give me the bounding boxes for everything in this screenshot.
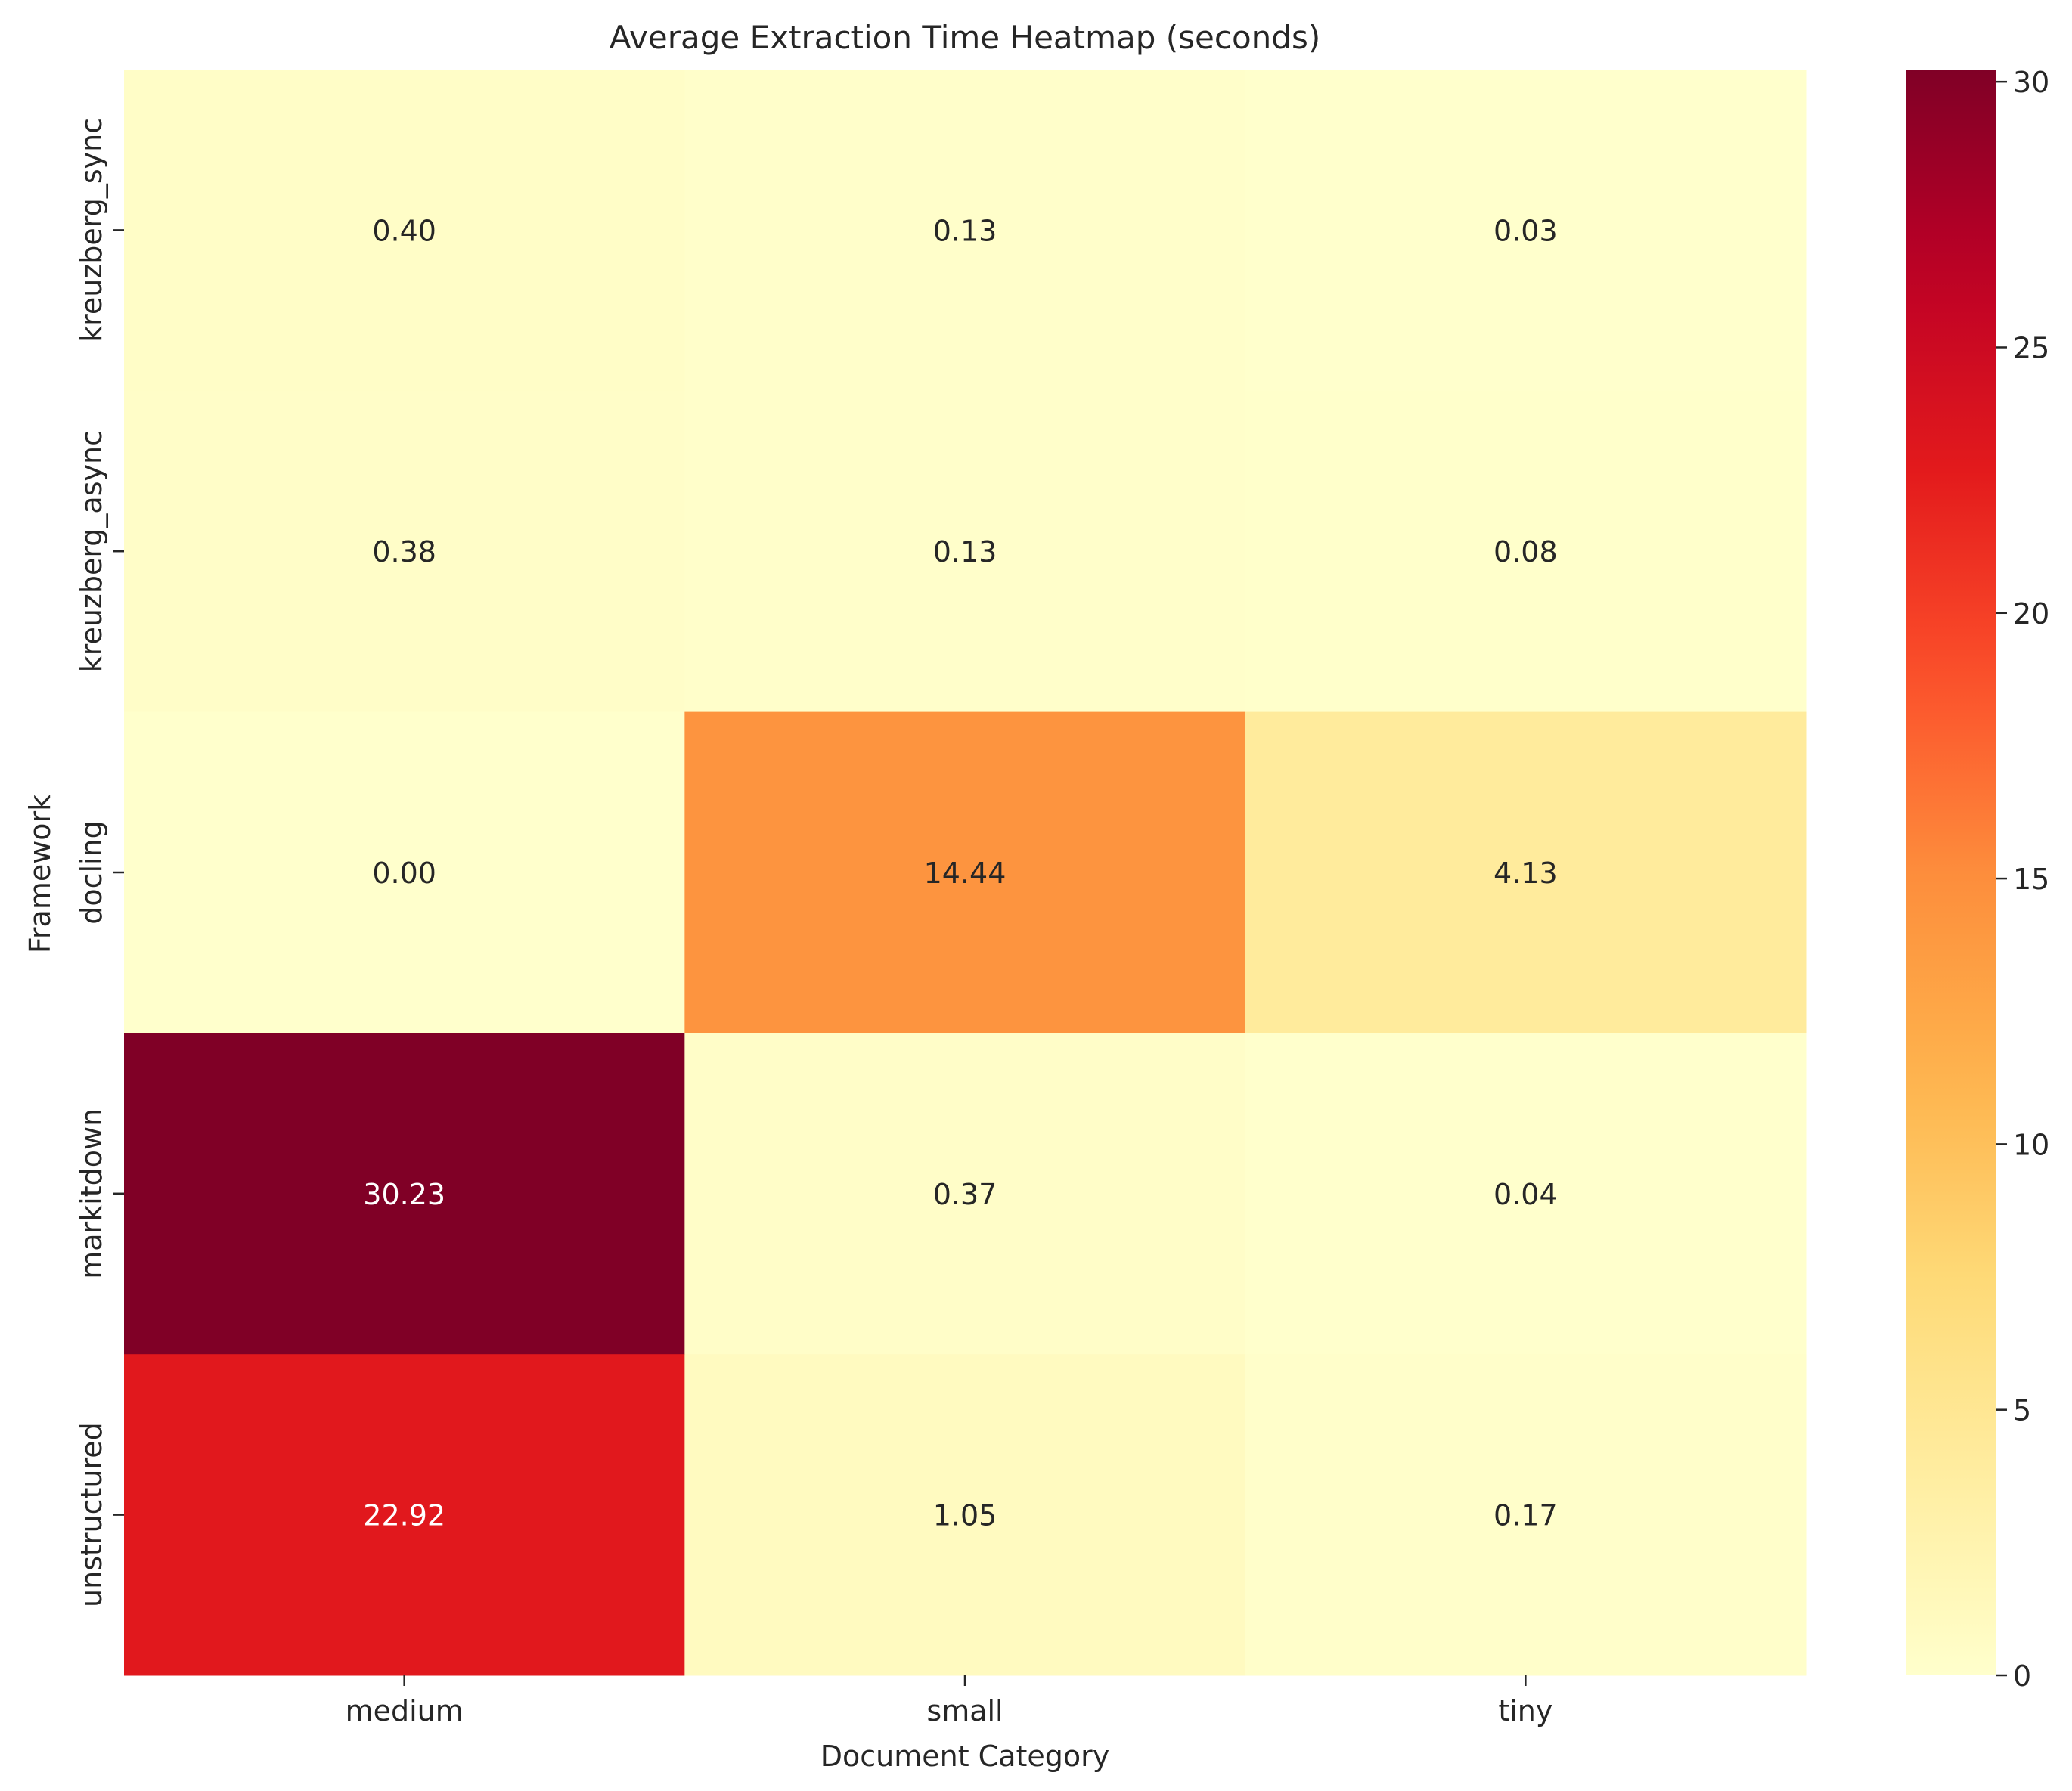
cell-value-label: 14.44 — [924, 857, 1007, 890]
heatmap-cell — [124, 70, 685, 392]
y-tick-label: docling — [75, 820, 108, 925]
chart-title: Average Extraction Time Heatmap (seconds… — [610, 19, 1320, 56]
heatmap-cell — [1245, 70, 1807, 392]
cell-value-label: 22.92 — [363, 1499, 445, 1532]
heatmap-cell — [684, 70, 1246, 392]
x-axis-label: Document Category — [820, 1740, 1110, 1773]
y-tick-label: kreuzberg_sync — [75, 118, 108, 342]
heatmap-cell — [1245, 711, 1807, 1033]
cell-value-label: 0.00 — [372, 857, 436, 890]
heatmap-cell — [684, 1354, 1246, 1676]
heatmap-cell — [684, 711, 1246, 1033]
cell-value-label: 0.03 — [1494, 214, 1558, 247]
colorbar-tick-label: 5 — [2013, 1394, 2031, 1427]
y-tick-label: kreuzberg_async — [75, 430, 108, 672]
cell-value-label: 4.13 — [1494, 857, 1558, 890]
y-tick-label: unstructured — [75, 1422, 108, 1607]
x-tick-label: tiny — [1498, 1694, 1552, 1727]
colorbar-ticks: 0 5 10 15 20 25 30 — [1996, 66, 2049, 1693]
x-tick-label: medium — [346, 1694, 464, 1727]
cell-value-label: 0.17 — [1494, 1499, 1558, 1532]
x-axis: medium small tiny — [346, 1675, 1552, 1727]
heatmap-cell — [124, 1033, 685, 1355]
heatmap-cell — [124, 1354, 685, 1676]
cell-value-labels: 0.40 0.13 0.03 0.38 0.13 0.08 0.00 14.44 4.13 30.… — [363, 214, 1557, 1532]
y-tick-label: markitdown — [75, 1108, 108, 1279]
colorbar-tick-label: 20 — [2013, 597, 2049, 631]
cell-value-label: 0.38 — [372, 535, 436, 569]
heatmap-cells — [124, 70, 1807, 1676]
colorbar-tick-label: 30 — [2013, 66, 2049, 99]
cell-value-label: 0.04 — [1494, 1178, 1558, 1211]
cell-value-label: 1.05 — [933, 1499, 997, 1532]
cell-value-label: 0.08 — [1494, 535, 1558, 569]
heatmap-cell — [684, 390, 1246, 713]
cell-value-label: 30.23 — [363, 1178, 445, 1211]
x-tick-label: small — [926, 1694, 1003, 1727]
y-axis-label: Framework — [23, 795, 57, 953]
colorbar-tick-label: 25 — [2013, 331, 2049, 364]
cell-value-label: 0.13 — [933, 535, 997, 569]
heatmap-cell — [1245, 390, 1807, 713]
cell-value-label: 0.13 — [933, 214, 997, 247]
cell-value-label: 0.40 — [372, 214, 436, 247]
colorbar-tick-label: 10 — [2013, 1128, 2049, 1161]
heatmap-cell — [1245, 1354, 1807, 1676]
colorbar — [1906, 70, 1996, 1675]
heatmap-cell — [124, 390, 685, 713]
colorbar-tick-label: 0 — [2013, 1659, 2031, 1693]
colorbar-tick-label: 15 — [2013, 863, 2049, 896]
cell-value-label: 0.37 — [933, 1178, 997, 1211]
heatmap-cell — [684, 1033, 1246, 1355]
heatmap-cell — [124, 711, 685, 1033]
heatmap-cell — [1245, 1033, 1807, 1355]
